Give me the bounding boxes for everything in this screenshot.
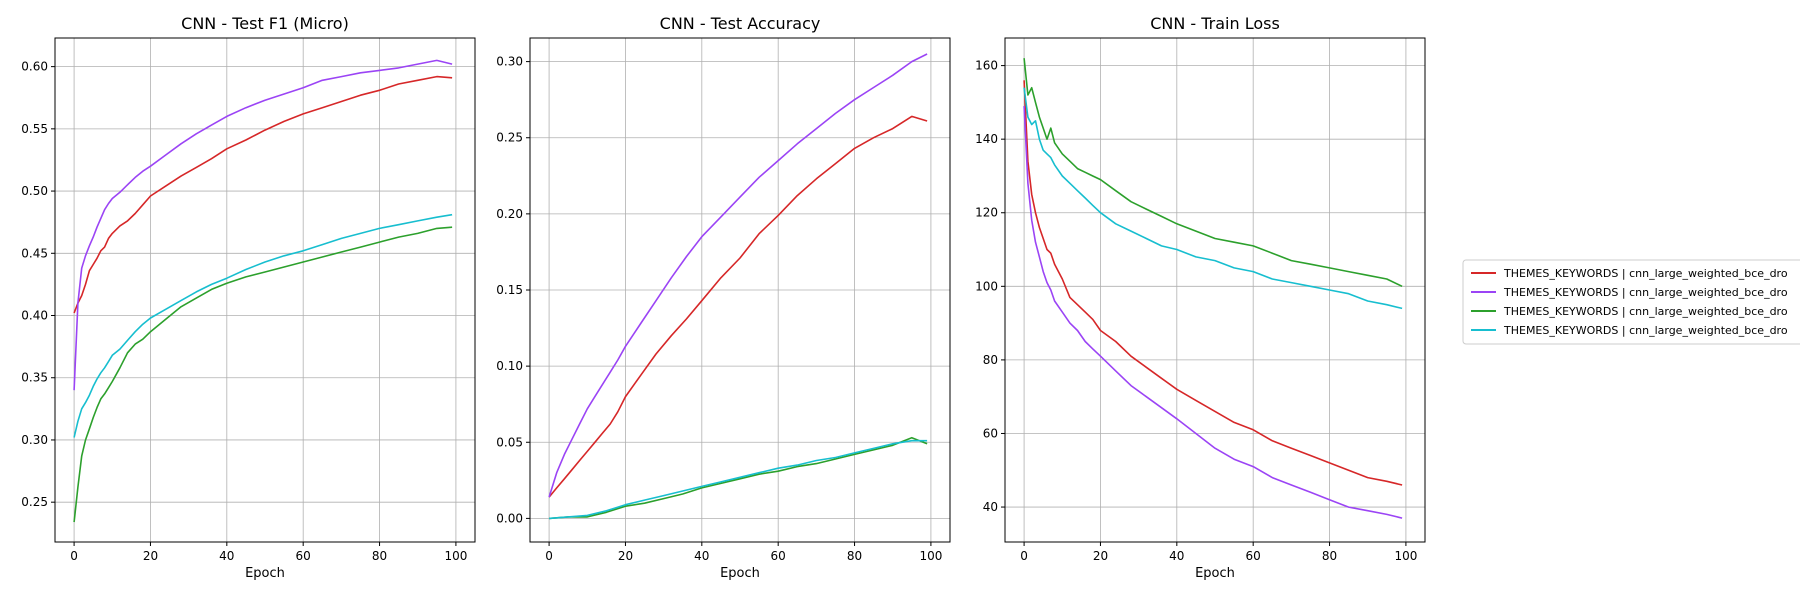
test-accuracy-series-line-4 xyxy=(549,439,928,520)
y-tick-label: 0.55 xyxy=(21,122,48,136)
x-tick-label: 40 xyxy=(1169,549,1184,563)
y-tick-label: 80 xyxy=(983,353,998,367)
x-tick-label: 40 xyxy=(219,549,234,563)
axes-frame xyxy=(54,37,476,543)
x-tick-label: 0 xyxy=(70,549,78,563)
y-tick-label: 0.20 xyxy=(496,207,523,221)
x-tick-label: 20 xyxy=(618,549,633,563)
panel-train-loss: 0 20 40 60 80 100 40 60 80 100 120 140 160 CNN - Trai… xyxy=(975,14,1426,581)
train-loss-series-line-1 xyxy=(1023,80,1403,486)
y-tick-label: 0.00 xyxy=(496,511,523,525)
y-tick-label: 0.40 xyxy=(21,309,48,323)
y-tick-label: 160 xyxy=(975,59,998,73)
train-loss-series-line-3 xyxy=(1023,58,1403,288)
test-accuracy-series-line-2 xyxy=(548,53,928,498)
x-tick-label: 100 xyxy=(919,549,942,563)
x-tick-label: 0 xyxy=(545,549,553,563)
x-axis-label: Epoch xyxy=(720,566,760,581)
y-tick-label: 0.35 xyxy=(21,371,48,385)
legend-label: THEMES_KEYWORDS | cnn_large_weighted_bce… xyxy=(1503,305,1788,318)
y-tick-label: 0.15 xyxy=(496,283,523,297)
chart-title: CNN - Test Accuracy xyxy=(660,14,821,33)
y-tick-label: 0.30 xyxy=(496,55,523,69)
y-tick-label: 0.45 xyxy=(21,246,48,260)
test-f1-series-line-4 xyxy=(73,213,453,438)
legend-label: THEMES_KEYWORDS | cnn_large_weighted_bce… xyxy=(1503,267,1788,280)
x-tick-label: 80 xyxy=(847,549,862,563)
train-loss-series-line-2 xyxy=(1023,106,1403,519)
y-tick-label: 0.10 xyxy=(496,359,523,373)
axes-frame xyxy=(1004,37,1426,543)
x-axis-label: Epoch xyxy=(1195,566,1235,581)
legend-label: THEMES_KEYWORDS | cnn_large_weighted_bce… xyxy=(1503,324,1788,337)
test-f1-series-line-1 xyxy=(73,75,453,314)
y-tick-label: 40 xyxy=(983,500,998,514)
chart-title: CNN - Train Loss xyxy=(1150,14,1280,33)
test-accuracy-series-line-3 xyxy=(549,436,928,520)
y-tick-label: 140 xyxy=(975,132,998,146)
panel-test-accuracy: 0 20 40 60 80 100 0.00 0.05 0.10 0.15 0.20 0.25 0.30… xyxy=(496,14,951,581)
y-tick-label: 0.50 xyxy=(21,184,48,198)
y-tick-label: 0.30 xyxy=(21,433,48,447)
y-tick-label: 0.25 xyxy=(496,131,523,145)
x-tick-label: 40 xyxy=(694,549,709,563)
legend: THEMES_KEYWORDS | cnn_large_weighted_bce… xyxy=(1462,259,1800,345)
x-tick-label: 20 xyxy=(1093,549,1108,563)
test-f1-series-line-3 xyxy=(73,226,453,523)
x-tick-label: 20 xyxy=(143,549,158,563)
y-tick-label: 100 xyxy=(975,279,998,293)
x-tick-label: 100 xyxy=(444,549,467,563)
y-tick-label: 0.60 xyxy=(21,60,48,74)
legend-label: THEMES_KEYWORDS | cnn_large_weighted_bce… xyxy=(1503,286,1788,299)
y-tick-label: 0.05 xyxy=(496,435,523,449)
x-tick-label: 0 xyxy=(1020,549,1028,563)
panel-test-f1: 0 20 40 60 80 100 0.25 0.30 0.35 0.40 0.45 0.50 0.55… xyxy=(21,14,476,581)
x-tick-label: 80 xyxy=(372,549,387,563)
x-tick-label: 60 xyxy=(771,549,786,563)
x-axis-label: Epoch xyxy=(245,566,285,581)
y-tick-label: 0.25 xyxy=(21,495,48,509)
y-tick-label: 60 xyxy=(983,426,998,440)
y-tick-label: 120 xyxy=(975,206,998,220)
x-tick-label: 80 xyxy=(1322,549,1337,563)
test-f1-series-line-2 xyxy=(73,59,453,391)
train-loss-series-line-4 xyxy=(1023,87,1403,310)
legend-frame xyxy=(1462,259,1800,345)
x-tick-label: 100 xyxy=(1394,549,1417,563)
x-tick-label: 60 xyxy=(1246,549,1261,563)
x-tick-label: 60 xyxy=(296,549,311,563)
test-accuracy-series-line-1 xyxy=(548,115,928,498)
chart-title: CNN - Test F1 (Micro) xyxy=(181,14,349,33)
